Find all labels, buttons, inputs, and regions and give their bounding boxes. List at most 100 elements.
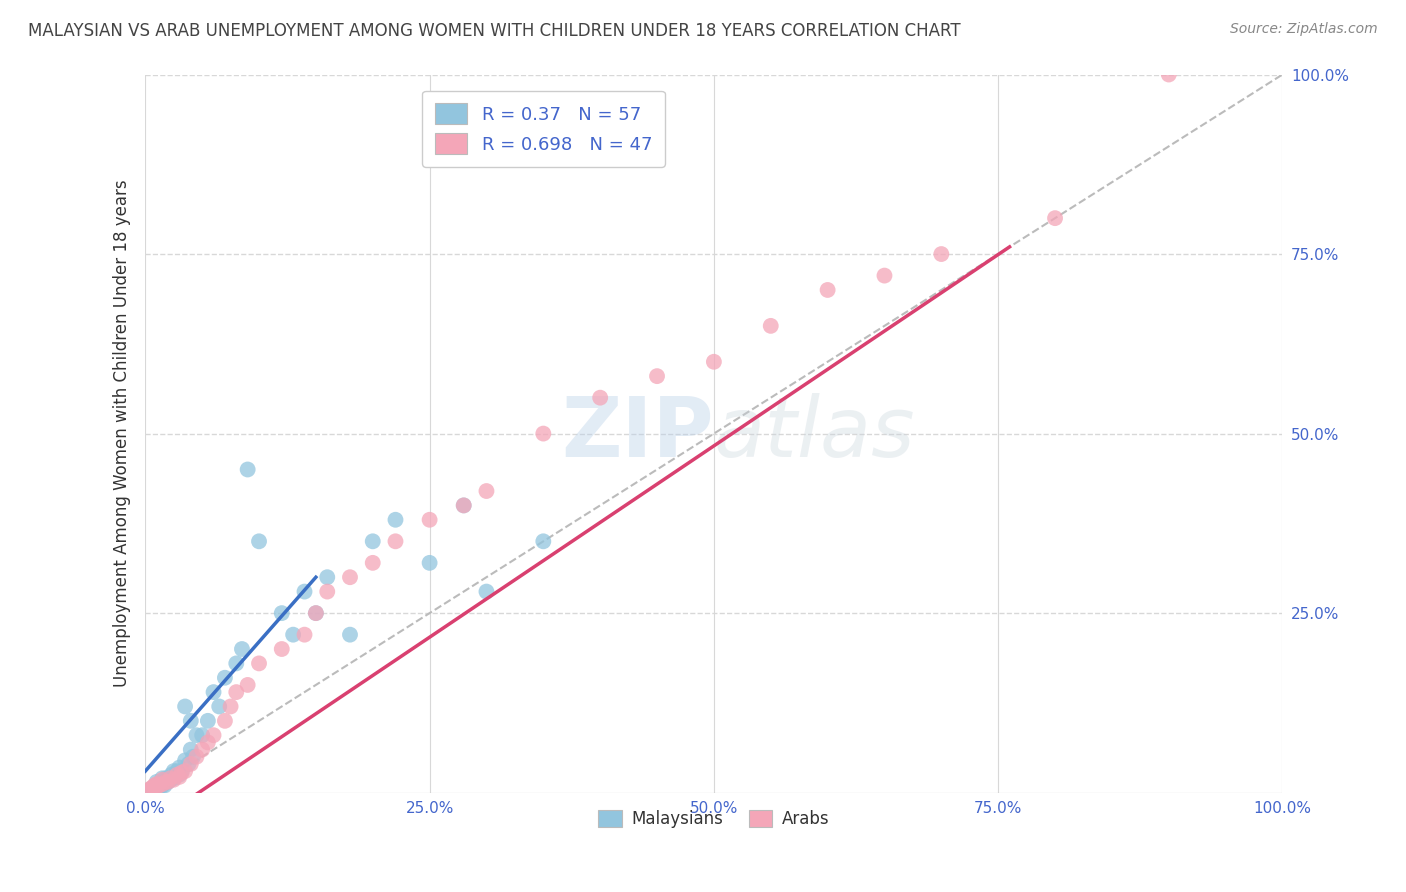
Point (453, 499, 475, 513)
Point (180, 742, 202, 756)
Point (225, 657, 247, 671)
Point (339, 570, 361, 584)
Point (138, 782, 160, 797)
Point (163, 772, 186, 786)
Point (150, 772, 173, 786)
Point (152, 775, 174, 789)
Point (475, 483, 498, 498)
Point (703, 355, 725, 369)
Point (145, 775, 167, 789)
Text: MALAYSIAN VS ARAB UNEMPLOYMENT AMONG WOMEN WITH CHILDREN UNDER 18 YEARS CORRELAT: MALAYSIAN VS ARAB UNEMPLOYMENT AMONG WOM… (28, 22, 960, 40)
Point (453, 499, 475, 513)
Point (169, 770, 191, 784)
Point (174, 764, 197, 778)
Point (361, 534, 384, 549)
Point (155, 775, 177, 789)
Point (143, 782, 166, 797)
Point (219, 699, 242, 714)
Point (170, 764, 193, 778)
Point (181, 749, 204, 764)
Point (384, 513, 406, 527)
Point (197, 714, 219, 728)
Point (475, 584, 498, 599)
Point (174, 699, 197, 714)
Point (419, 556, 441, 570)
Point (316, 584, 339, 599)
Point (145, 781, 167, 796)
Point (191, 728, 214, 742)
Point (150, 777, 173, 791)
Point (236, 462, 259, 476)
Point (247, 657, 270, 671)
Point (873, 268, 896, 283)
Point (817, 283, 839, 297)
Point (202, 728, 225, 742)
Point (148, 780, 170, 794)
Point (163, 772, 186, 787)
Point (155, 775, 177, 789)
Text: atlas: atlas (714, 393, 915, 474)
Point (170, 765, 193, 780)
Point (138, 783, 160, 797)
Point (145, 780, 167, 794)
Point (163, 764, 186, 778)
Point (180, 756, 202, 771)
Point (157, 772, 180, 786)
Text: ZIP: ZIP (561, 393, 714, 474)
Point (214, 671, 236, 685)
Point (419, 513, 441, 527)
Point (270, 642, 292, 657)
Point (145, 780, 167, 794)
Point (153, 779, 176, 793)
Point (1157, 68, 1180, 82)
Point (236, 678, 259, 692)
Point (1043, 211, 1066, 226)
Point (361, 556, 384, 570)
Point (225, 685, 247, 699)
Y-axis label: Unemployment Among Women with Children Under 18 years: Unemployment Among Women with Children U… (114, 180, 131, 688)
Point (759, 318, 782, 333)
Point (247, 534, 270, 549)
Point (157, 775, 180, 789)
Point (166, 767, 188, 781)
Point (231, 642, 253, 657)
Text: Source: ZipAtlas.com: Source: ZipAtlas.com (1230, 22, 1378, 37)
Point (148, 779, 170, 793)
Legend: Malaysians, Arabs: Malaysians, Arabs (592, 803, 837, 835)
Point (305, 606, 328, 620)
Point (294, 628, 316, 642)
Point (177, 756, 200, 771)
Point (145, 779, 167, 793)
Point (197, 735, 219, 749)
Point (645, 369, 668, 384)
Point (180, 714, 202, 728)
Point (169, 760, 191, 774)
Point (142, 780, 165, 795)
Point (150, 779, 173, 793)
Point (159, 772, 181, 786)
Point (281, 628, 304, 642)
Point (186, 728, 208, 742)
Point (931, 247, 953, 261)
Point (270, 606, 292, 620)
Point (165, 767, 187, 781)
Point (142, 780, 165, 794)
Point (166, 764, 188, 778)
Point (159, 772, 181, 787)
Point (589, 391, 612, 405)
Point (202, 685, 225, 699)
Point (339, 628, 361, 642)
Point (143, 779, 166, 793)
Point (294, 584, 316, 599)
Point (384, 534, 406, 549)
Point (145, 777, 167, 791)
Point (191, 742, 214, 756)
Point (139, 782, 162, 797)
Point (316, 570, 339, 584)
Point (208, 699, 231, 714)
Point (186, 749, 208, 764)
Point (155, 772, 177, 786)
Point (157, 775, 180, 789)
Point (156, 772, 179, 787)
Point (305, 606, 328, 620)
